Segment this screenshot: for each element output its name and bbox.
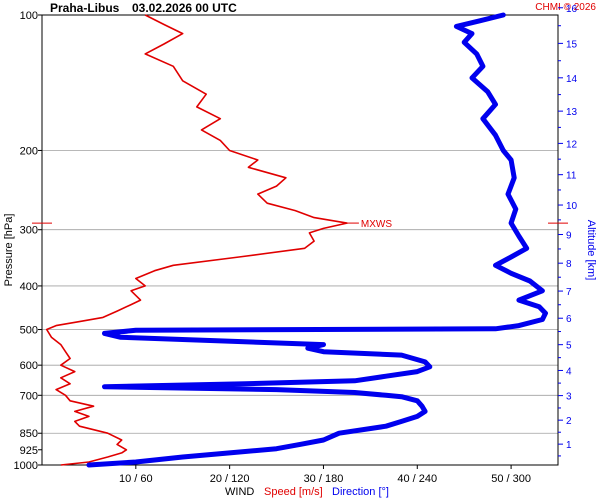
altitude-tick-label-11: 11 (566, 171, 577, 182)
x-axis-title-speed: Speed [m/s] (264, 486, 323, 498)
altitude-tick-label-14: 14 (566, 74, 578, 85)
altitude-tick-label-8: 8 (566, 259, 572, 270)
altitude-tick-label-5: 5 (566, 341, 572, 352)
pressure-tick-label-200: 200 (20, 145, 38, 157)
datetime-title: 03.02.2026 00 UTC (132, 1, 237, 15)
x-tick-label-20: 20 / 120 (210, 473, 250, 485)
altitude-tick-label-9: 9 (566, 231, 572, 242)
direction-series-line (86, 12, 548, 468)
pressure-tick-label-600: 600 (20, 360, 38, 372)
pressure-tick-label-300: 300 (20, 225, 38, 237)
altitude-tick-label-1: 1 (566, 440, 572, 451)
station-title: Praha-Libus (50, 1, 120, 15)
pressure-tick-label-400: 400 (20, 281, 38, 293)
altitude-tick-label-4: 4 (566, 366, 572, 377)
altitude-tick-label-16: 16 (566, 4, 578, 15)
altitude-tick-label-13: 13 (566, 107, 578, 118)
x-axis: 10 / 60 20 / 120 30 / 180 40 / 240 50 / 300 (119, 465, 531, 485)
altitude-axis-title: Altitude [km] (585, 220, 597, 281)
x-tick-label-40: 40 / 240 (397, 473, 437, 485)
pressure-tick-label-925: 925 (20, 445, 38, 457)
pressure-axis: 100 200 300 400 500 600 700 850 925 1000 (14, 10, 42, 472)
pressure-tick-label-700: 700 (20, 390, 38, 402)
x-tick-label-50: 50 / 300 (491, 473, 531, 485)
plot-frame (41, 14, 559, 466)
mxws-marker: MXWS (32, 219, 568, 230)
altitude-tick-label-3: 3 (566, 392, 572, 403)
x-axis-title-direction: Direction [°] (332, 486, 389, 498)
altitude-tick-label-2: 2 (566, 416, 572, 427)
pressure-axis-title: Pressure [hPa] (3, 214, 15, 287)
pressure-tick-label-500: 500 (20, 325, 38, 337)
altitude-tick-label-12: 12 (566, 139, 578, 150)
mxws-label: MXWS (361, 219, 392, 230)
x-axis-title-wind: WIND (225, 486, 254, 498)
pressure-tick-label-100: 100 (20, 10, 38, 22)
altitude-tick-label-7: 7 (566, 287, 572, 298)
x-tick-label-30: 30 / 180 (304, 473, 344, 485)
x-tick-label-10: 10 / 60 (119, 473, 153, 485)
speed-series-line (45, 14, 348, 466)
altitude-tick-label-10: 10 (566, 201, 578, 212)
altitude-tick-label-6: 6 (566, 314, 572, 325)
altitude-tick-label-15: 15 (566, 39, 578, 50)
pressure-tick-label-850: 850 (20, 428, 38, 440)
copyright-label: CHMI © 2026 (535, 2, 596, 13)
pressure-tick-label-1000: 1000 (14, 460, 38, 472)
